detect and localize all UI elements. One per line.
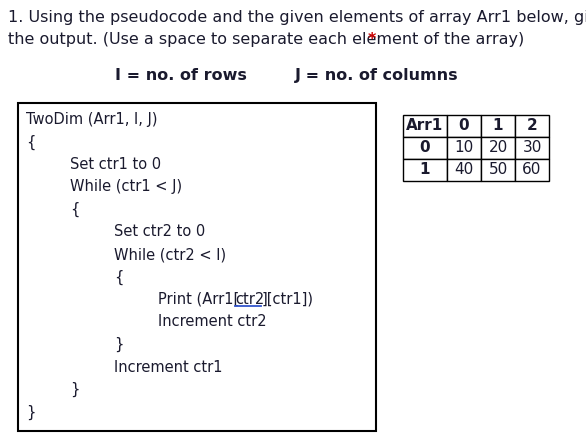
Bar xyxy=(403,159,447,181)
Text: }: } xyxy=(70,382,79,397)
Text: the output. (Use a space to separate each element of the array): the output. (Use a space to separate eac… xyxy=(8,32,524,47)
Text: ctr2: ctr2 xyxy=(236,292,265,307)
Bar xyxy=(18,103,376,431)
Text: While (ctr2 < I): While (ctr2 < I) xyxy=(114,247,226,262)
Bar xyxy=(515,159,549,181)
Text: TwoDim (Arr1, I, J): TwoDim (Arr1, I, J) xyxy=(26,112,158,127)
Text: Set ctr2 to 0: Set ctr2 to 0 xyxy=(114,224,205,240)
Bar xyxy=(403,115,447,137)
Text: {: { xyxy=(26,135,35,150)
Bar xyxy=(515,137,549,159)
Text: 50: 50 xyxy=(488,162,507,178)
Text: Print (Arr1[: Print (Arr1[ xyxy=(158,292,239,307)
Text: 0: 0 xyxy=(420,140,430,156)
Text: 0: 0 xyxy=(459,119,469,133)
Text: 20: 20 xyxy=(488,140,507,156)
Text: Increment ctr2: Increment ctr2 xyxy=(158,314,267,330)
Text: I = no. of rows: I = no. of rows xyxy=(115,68,247,83)
Text: {: { xyxy=(114,269,124,285)
Text: }: } xyxy=(114,337,124,352)
Text: 40: 40 xyxy=(454,162,473,178)
Text: J = no. of columns: J = no. of columns xyxy=(295,68,459,83)
Text: ][ctr1]): ][ctr1]) xyxy=(261,292,313,307)
Bar xyxy=(481,137,515,159)
Text: {: { xyxy=(70,202,79,217)
Bar xyxy=(447,159,481,181)
Text: Arr1: Arr1 xyxy=(406,119,444,133)
Text: 10: 10 xyxy=(454,140,473,156)
Text: 1. Using the pseudocode and the given elements of array Arr1 below, give: 1. Using the pseudocode and the given el… xyxy=(8,10,586,25)
Text: }: } xyxy=(26,405,35,420)
Text: Set ctr1 to 0: Set ctr1 to 0 xyxy=(70,157,161,172)
Bar xyxy=(481,159,515,181)
Text: 1: 1 xyxy=(493,119,503,133)
Bar xyxy=(447,115,481,137)
Bar xyxy=(447,137,481,159)
Bar xyxy=(515,115,549,137)
Text: 2: 2 xyxy=(527,119,537,133)
Bar xyxy=(481,115,515,137)
Text: 30: 30 xyxy=(522,140,541,156)
Text: Increment ctr1: Increment ctr1 xyxy=(114,359,223,375)
Text: 60: 60 xyxy=(522,162,541,178)
Bar xyxy=(403,137,447,159)
Text: 1: 1 xyxy=(420,162,430,178)
Text: While (ctr1 < J): While (ctr1 < J) xyxy=(70,179,182,194)
Text: *: * xyxy=(368,32,376,47)
